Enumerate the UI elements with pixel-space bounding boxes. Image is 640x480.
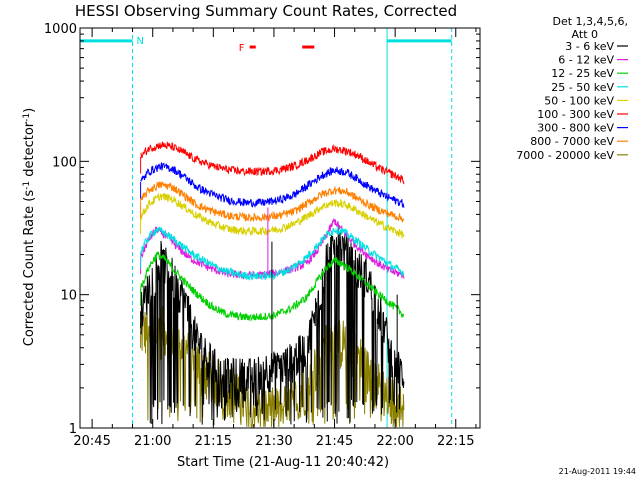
x-tick-label: 21:00 [134,434,171,449]
x-tick-label: 21:30 [255,434,292,449]
series-50-100keV-kev-trace [140,192,405,239]
x-axis-label: Start Time (21-Aug-11 20:40:42) [177,455,389,470]
x-tick-label: 22:00 [376,434,413,449]
series-line [140,305,405,428]
legend-header-line2: Att 0 [572,28,598,41]
chart-title: HESSI Observing Summary Count Rates, Cor… [75,2,457,20]
flare-markers: F [239,43,315,54]
legend-item-label: 50 - 100 keV [544,94,614,107]
plot-frame [79,27,481,429]
flare-label: F [239,43,245,54]
timestamp: 21-Aug-2011 19:44 [559,467,636,476]
y-tick-label: 100 [52,155,77,170]
y-tick-label: 1000 [44,22,77,37]
legend-item-label: 800 - 7000 keV [530,135,614,148]
y-tick-label: 10 [60,289,77,304]
x-tick-label: 22:15 [437,434,474,449]
legend-item-label: 7000 - 20000 keV [516,149,614,162]
series-300-800keV-kev-trace [140,162,405,209]
legend-item-label: 100 - 300 keV [537,108,614,121]
legend-item-label: 3 - 6 keV [565,40,614,53]
legend-item-label: 6 - 12 keV [558,54,614,67]
legend-header-line1: Det 1,3,4,5,6, [552,15,628,28]
series-line [140,162,405,209]
axes: 1 10 100 1000 20:45 21:00 21:15 21:30 21:45 22:00… [44,22,481,449]
x-tick-label: 21:15 [195,434,232,449]
series-800-7000keV-kev-trace [140,181,405,223]
series-line [140,140,405,185]
legend-item-label: 25 - 50 keV [551,81,614,94]
x-tick-label: 21:45 [316,434,353,449]
x-tick-label: 20:45 [73,434,110,449]
series-line [140,181,405,223]
series-100-300keV-kev-trace [140,140,405,185]
night-label: N [137,36,144,47]
legend-item-label: 12 - 25 keV [551,67,614,80]
y-tick-label: 1 [69,422,77,437]
legend-item-label: 300 - 800 keV [537,122,614,135]
series-layer [140,140,405,428]
series-line [140,192,405,239]
y-axis-label: Corrected Count Rate (s-1 detector-1) [22,108,37,346]
